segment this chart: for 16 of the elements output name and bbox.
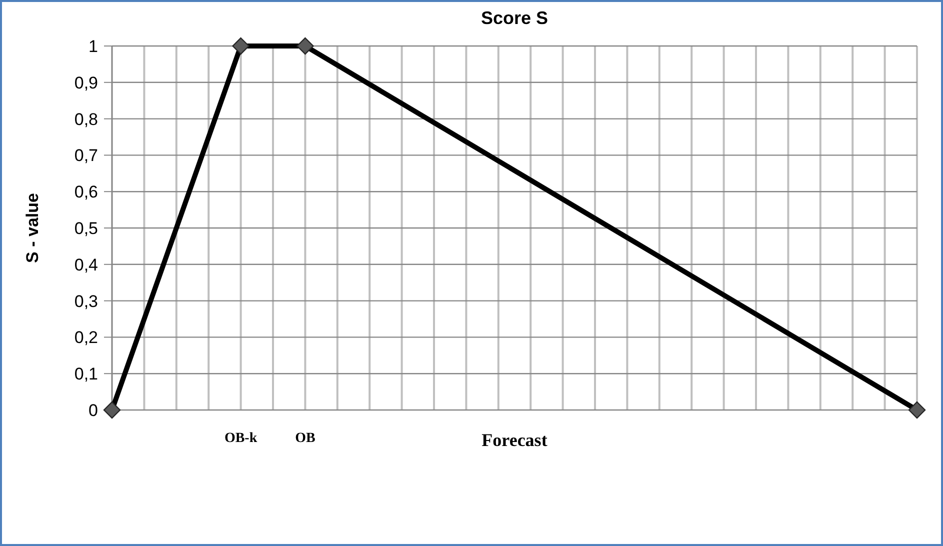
y-tick-label: 0,2 [74, 328, 98, 348]
y-tick-label: 0,4 [74, 255, 98, 274]
x-tick-label: OB [295, 431, 316, 446]
y-tick-label: 0 [88, 400, 98, 420]
y-tick-label: 0,5 [74, 218, 98, 238]
y-tick-label: 1 [88, 36, 98, 56]
y-tick-label: 0,7 [74, 146, 98, 166]
y-axis-title: S - value [23, 193, 42, 263]
y-tick-label: 0,3 [74, 292, 98, 311]
y-tick-label: 0,1 [74, 364, 98, 384]
x-tick-label: OB-k [224, 431, 258, 446]
x-axis-title: Forecast [482, 430, 548, 450]
y-tick-label: 0,8 [74, 110, 98, 129]
chart-title: Score S [480, 8, 548, 28]
y-tick-label: 0,6 [74, 182, 98, 202]
y-tick-label: 0,9 [74, 73, 98, 92]
